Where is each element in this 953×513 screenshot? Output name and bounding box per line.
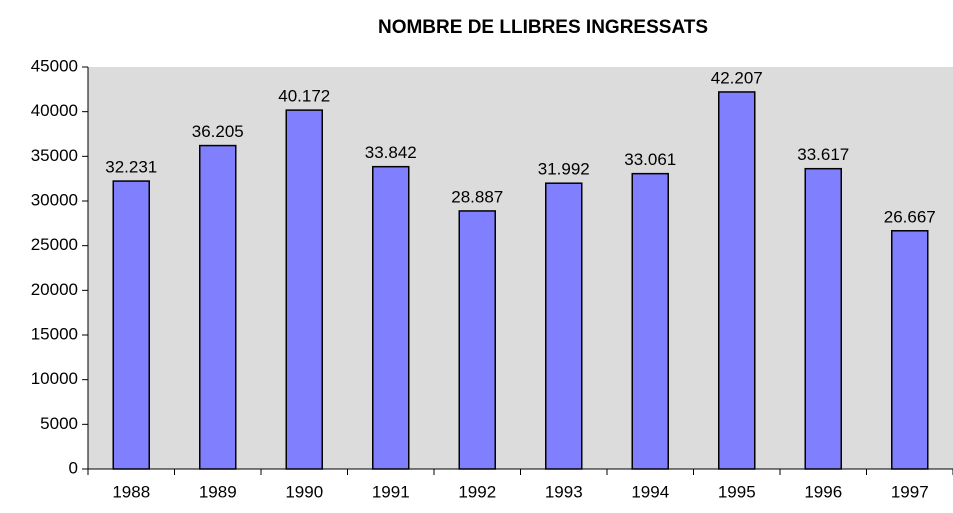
y-tick-label: 10000: [31, 369, 78, 388]
y-tick-label: 5000: [40, 414, 78, 433]
bar: [112, 180, 150, 470]
bar: [631, 172, 669, 470]
x-tick-label: 1993: [545, 482, 583, 501]
value-label: 36.205: [192, 122, 244, 141]
x-tick-label: 1989: [199, 482, 237, 501]
y-tick-label: 0: [69, 458, 78, 477]
bar: [891, 230, 929, 470]
x-tick-label: 1997: [891, 482, 929, 501]
y-tick-label: 45000: [31, 56, 78, 75]
value-label: 31.992: [538, 160, 590, 179]
y-tick-label: 25000: [31, 235, 78, 254]
bar: [718, 91, 756, 470]
bar: [458, 210, 496, 470]
x-tick-label: 1988: [112, 482, 150, 501]
value-label: 40.172: [278, 87, 330, 106]
bar: [804, 167, 842, 470]
bar: [372, 165, 410, 470]
y-tick-label: 35000: [31, 146, 78, 165]
x-tick-label: 1994: [631, 482, 669, 501]
value-label: 32.231: [105, 158, 157, 177]
value-label: 28.887: [451, 187, 503, 206]
value-label: 33.617: [797, 145, 849, 164]
y-tick-label: 20000: [31, 280, 78, 299]
y-tick-label: 40000: [31, 101, 78, 120]
value-label: 33.842: [365, 143, 417, 162]
x-tick-label: 1990: [285, 482, 323, 501]
x-tick-label: 1995: [718, 482, 756, 501]
chart-title: NOMBRE DE LLIBRES INGRESSATS: [378, 17, 708, 38]
bar: [199, 144, 237, 470]
bar: [545, 182, 583, 470]
value-label: 33.061: [624, 150, 676, 169]
y-tick-label: 15000: [31, 324, 78, 343]
x-tick-label: 1992: [458, 482, 496, 501]
y-tick-label: 30000: [31, 190, 78, 209]
value-label: 42.207: [711, 68, 763, 87]
x-tick-label: 1996: [804, 482, 842, 501]
value-label: 26.667: [884, 207, 936, 226]
x-tick-label: 1991: [372, 482, 410, 501]
bar: [285, 109, 323, 470]
